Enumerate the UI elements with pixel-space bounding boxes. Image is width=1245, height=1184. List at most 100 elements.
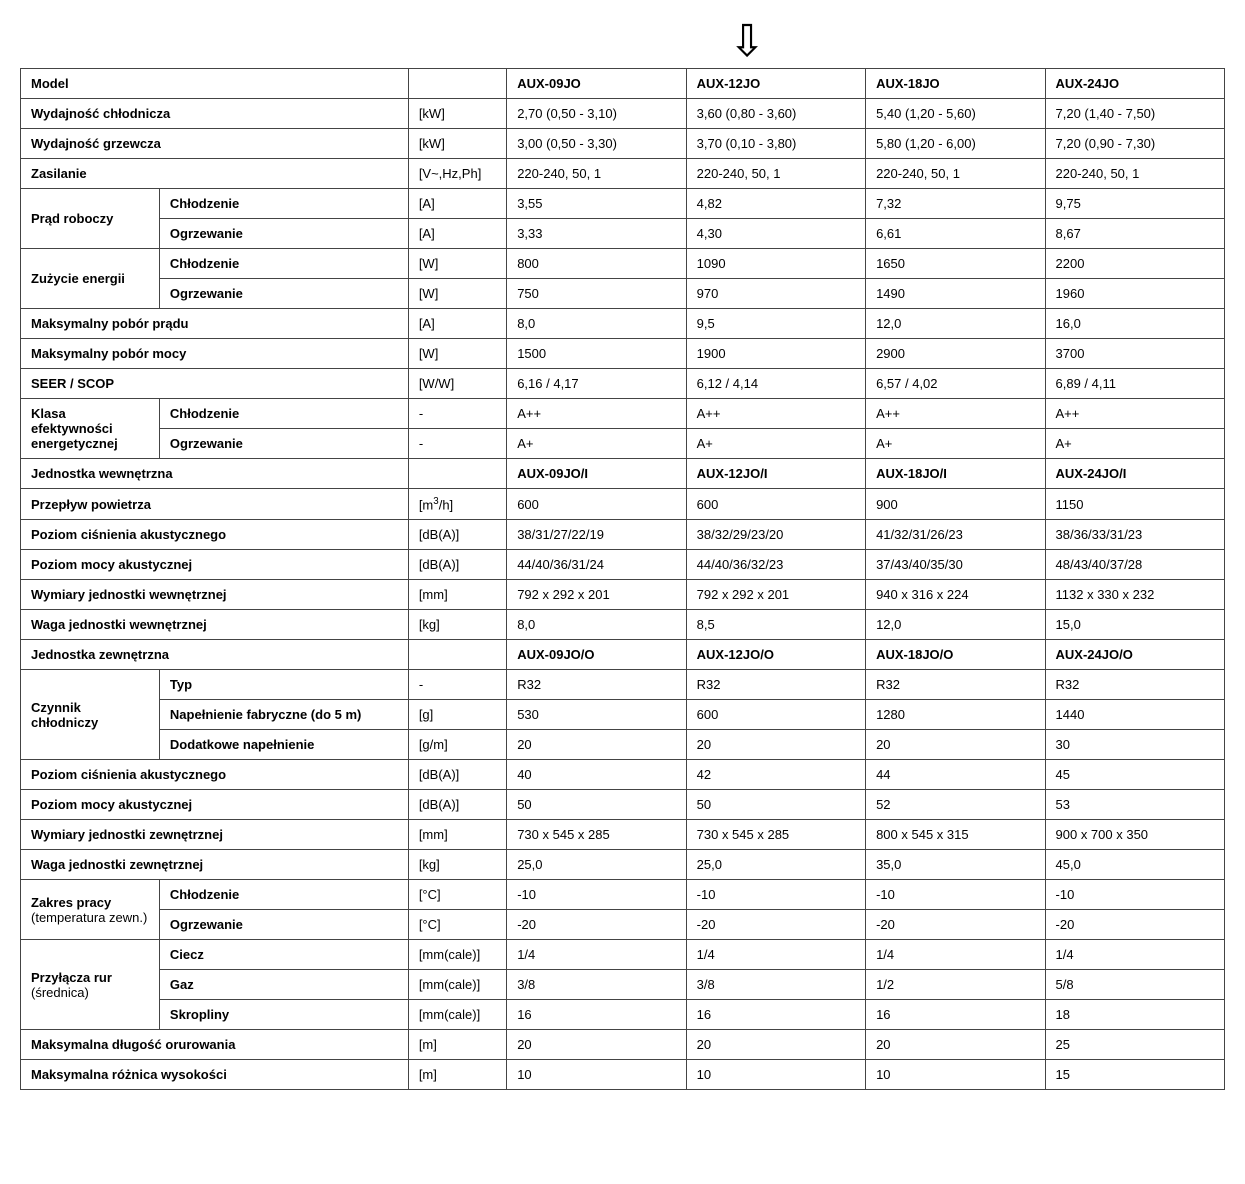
cell-val: 18 [1045,1000,1224,1030]
cell-unit: [m3/h] [408,489,506,520]
cell-sublabel: Chłodzenie [159,249,408,279]
cell-sublabel: Ogrzewanie [159,910,408,940]
cell-val: -20 [686,910,865,940]
cell-val: 3,70 (0,10 - 3,80) [686,129,865,159]
cell-val: 900 x 700 x 350 [1045,820,1224,850]
cell-val: 3/8 [507,970,686,1000]
cell-val: 600 [686,700,865,730]
cell-val: 3,55 [507,189,686,219]
cell-val: AUX-24JO/O [1045,640,1224,670]
cell-val: 42 [686,760,865,790]
cell-val: A+ [686,429,865,459]
cell-val: 25 [1045,1030,1224,1060]
cell-val: 50 [686,790,865,820]
cell-sublabel: Gaz [159,970,408,1000]
cell-label: Wymiary jednostki zewnętrznej [21,820,409,850]
cell-val: A+ [1045,429,1224,459]
cell-unit: - [408,399,506,429]
cell-val: A+ [507,429,686,459]
cell-val: 3,60 (0,80 - 3,60) [686,99,865,129]
cell-val: 35,0 [866,850,1045,880]
cell-val: R32 [1045,670,1224,700]
cell-val: 1/4 [686,940,865,970]
row-spl-in: Poziom ciśnienia akustycznego [dB(A)] 38… [21,520,1225,550]
spec-table: Model AUX-09JO AUX-12JO AUX-18JO AUX-24J… [20,68,1225,1090]
cell-val: 792 x 292 x 201 [686,580,865,610]
cell-label: Maksymalny pobór mocy [21,339,409,369]
cell-sublabel: Ogrzewanie [159,279,408,309]
cell-label: Waga jednostki zewnętrznej [21,850,409,880]
cell-val: 25,0 [507,850,686,880]
row-seer: SEER / SCOP [W/W] 6,16 / 4,17 6,12 / 4,1… [21,369,1225,399]
cell-val: 16 [507,1000,686,1030]
cell-val: 530 [507,700,686,730]
cell-val: -20 [507,910,686,940]
cell-val: 7,32 [866,189,1045,219]
cell-val: A++ [686,399,865,429]
cell-val: 2900 [866,339,1045,369]
cell-unit: [mm(cale)] [408,970,506,1000]
cell-val: 730 x 545 x 285 [686,820,865,850]
cell-val: 48/43/40/37/28 [1045,550,1224,580]
cell-val: 4,82 [686,189,865,219]
cell-val: A++ [507,399,686,429]
row-ref-charge: Napełnienie fabryczne (do 5 m) [g] 530 6… [21,700,1225,730]
cell-val: R32 [507,670,686,700]
cell-val: 3,00 (0,50 - 3,30) [507,129,686,159]
cell-val: 16 [686,1000,865,1030]
row-airflow: Przepływ powietrza [m3/h] 600 600 900 11… [21,489,1225,520]
cell-label: Zakres pracy (temperatura zewn.) [21,880,160,940]
cell-val: 52 [866,790,1045,820]
cell-val: AUX-24JO/I [1045,459,1224,489]
cell-label: SEER / SCOP [21,369,409,399]
cell-label: Wydajność grzewcza [21,129,409,159]
cell-sublabel: Napełnienie fabryczne (do 5 m) [159,700,408,730]
cell-val: 20 [866,730,1045,760]
cell-unit: [g] [408,700,506,730]
cell-val: 12,0 [866,610,1045,640]
cell-val: AUX-12JO/O [686,640,865,670]
cell-unit: [dB(A)] [408,520,506,550]
cell-unit: [g/m] [408,730,506,760]
cell-val: -20 [1045,910,1224,940]
cell-val: R32 [686,670,865,700]
cell-model-label: Model [21,69,409,99]
row-model-header: Model AUX-09JO AUX-12JO AUX-18JO AUX-24J… [21,69,1225,99]
cell-sublabel: Ogrzewanie [159,429,408,459]
cell-val: 10 [686,1060,865,1090]
cell-unit [408,640,506,670]
cell-val: 4,30 [686,219,865,249]
cell-label: Poziom ciśnienia akustycznego [21,520,409,550]
row-outdoor-header: Jednostka zewnętrzna AUX-09JO/O AUX-12JO… [21,640,1225,670]
cell-unit [408,69,506,99]
cell-val: 53 [1045,790,1224,820]
row-cls-cool: Klasa efektywności energetycznej Chłodze… [21,399,1225,429]
cell-label: Przepływ powietrza [21,489,409,520]
cell-sublabel: Chłodzenie [159,189,408,219]
cell-val: 220-240, 50, 1 [1045,159,1224,189]
cell-val: 20 [686,1030,865,1060]
cell-sublabel: Skropliny [159,1000,408,1030]
cell-unit: [m] [408,1030,506,1060]
cell-unit: [mm(cale)] [408,940,506,970]
row-max-height: Maksymalna różnica wysokości [m] 10 10 1… [21,1060,1225,1090]
cell-sublabel: Chłodzenie [159,399,408,429]
cell-val: 5,80 (1,20 - 6,00) [866,129,1045,159]
cell-val: 1090 [686,249,865,279]
cell-unit: [m] [408,1060,506,1090]
cell-val: 10 [866,1060,1045,1090]
cell-val: 30 [1045,730,1224,760]
cell-val: 15,0 [1045,610,1224,640]
cell-val: 50 [507,790,686,820]
cell-label: Klasa efektywności energetycznej [21,399,160,459]
cell-unit: [°C] [408,880,506,910]
cell-val: 6,16 / 4,17 [507,369,686,399]
row-max-pow: Maksymalny pobór mocy [W] 1500 1900 2900… [21,339,1225,369]
cell-val: 220-240, 50, 1 [686,159,865,189]
cell-val: AUX-12JO/I [686,459,865,489]
cell-label: Wydajność chłodnicza [21,99,409,129]
cell-model-2: AUX-12JO [686,69,865,99]
cell-val: 900 [866,489,1045,520]
cell-val: 6,89 / 4,11 [1045,369,1224,399]
cell-val: 44/40/36/31/24 [507,550,686,580]
